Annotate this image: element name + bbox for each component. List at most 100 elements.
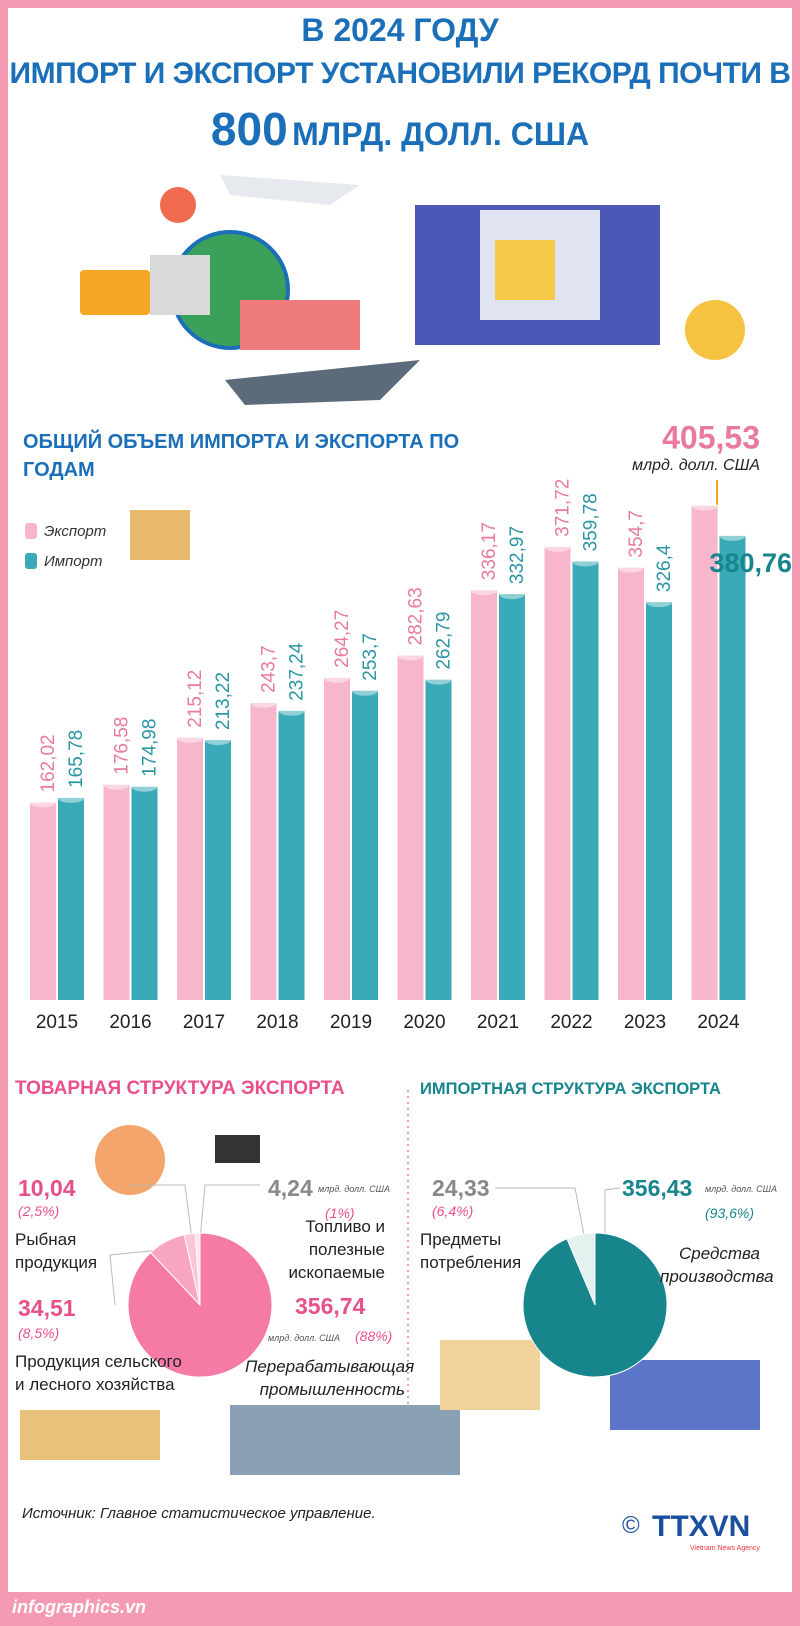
bar-cap: [103, 779, 130, 790]
value-label: 332,97: [507, 526, 528, 584]
share-label: (1%): [325, 1205, 355, 1221]
title-unit: МЛРД. ДОЛЛ. США: [292, 116, 590, 152]
x-tick-label: 2021: [477, 1012, 519, 1033]
x-tick-label: 2019: [330, 1012, 372, 1033]
value-label: 174,98: [140, 719, 161, 777]
value-label: 282,63: [406, 587, 427, 645]
value-label: 336,17: [479, 522, 500, 580]
bar-cap: [177, 732, 203, 743]
title-line2: ИМПОРТ И ЭКСПОРТ УСТАНОВИЛИ РЕКОРД ПОЧТИ…: [9, 57, 791, 90]
legend-swatch: [25, 553, 37, 569]
value-label: 165,78: [66, 730, 87, 788]
bar: [131, 786, 158, 1000]
bar: [425, 679, 452, 1000]
bar-cap: [58, 792, 84, 803]
bar-cap: [719, 530, 746, 541]
legend-swatch: [25, 523, 37, 539]
x-tick-label: 2017: [183, 1012, 225, 1033]
legend-label: Экспорт: [44, 523, 106, 540]
value-label: 356,74: [295, 1293, 366, 1319]
pie-slice: [127, 1232, 273, 1378]
bar: [103, 784, 130, 1000]
bar-cap: [618, 562, 644, 573]
x-tick-label: 2022: [550, 1012, 592, 1033]
bar-cap: [646, 597, 672, 608]
bar: [471, 590, 497, 1000]
bar: [646, 602, 672, 1000]
unit-label: млрд. долл. США: [268, 1333, 340, 1343]
slice-label: Рыбная продукция: [15, 1230, 98, 1272]
logo: TTXVN: [652, 1510, 751, 1543]
bar-cap: [499, 589, 525, 600]
bar: [572, 561, 599, 1000]
value-label: 176,58: [112, 717, 133, 775]
x-tick-label: 2015: [36, 1012, 78, 1033]
x-tick-label: 2020: [403, 1012, 445, 1033]
slice-label: Предметы потребления: [420, 1230, 522, 1272]
bar-cap: [544, 541, 571, 552]
bar-cap: [205, 735, 231, 746]
value-label: 24,33: [432, 1175, 490, 1201]
value-label: 243,7: [259, 645, 280, 693]
value-label: 215,12: [185, 670, 206, 728]
bar-cap: [30, 797, 56, 808]
share-label: (2,5%): [18, 1203, 60, 1219]
slice-label: Топливо и полезные ископаемые: [288, 1217, 385, 1282]
bar: [278, 710, 305, 1000]
bar-cap: [324, 672, 350, 683]
bar-cap: [278, 705, 305, 716]
title-line1: В 2024 ГОДУ: [301, 12, 499, 48]
unit-label: млрд. долл. США: [705, 1184, 777, 1194]
share-label: (6,4%): [432, 1203, 474, 1219]
unit-label: млрд. долл. США: [318, 1184, 390, 1194]
x-tick-label: 2024: [697, 1012, 740, 1033]
bar-cap: [572, 556, 599, 567]
value-label: 264,27: [332, 610, 353, 668]
bar-title: ОБЩИЙ ОБЪЕМ ИМПОРТА И ЭКСПОРТА ПО ГОДАМ: [23, 431, 460, 481]
bar: [499, 594, 525, 1000]
bar: [205, 740, 231, 1000]
value-label: 380,76: [709, 548, 792, 578]
logo-copyright: ©: [622, 1512, 640, 1539]
value-label: 162,02: [38, 734, 59, 792]
bar: [58, 797, 84, 1000]
bar: [250, 702, 277, 1000]
bar: [324, 677, 350, 1000]
legend-label: Импорт: [44, 553, 102, 570]
logo-sub: Vietnam News Agency: [690, 1545, 760, 1552]
bar: [30, 802, 56, 1000]
bar-cap: [250, 697, 277, 708]
bar-cap: [397, 650, 424, 661]
bar: [352, 690, 378, 1000]
value-label: 253,7: [360, 633, 381, 681]
value-label: 262,79: [434, 612, 455, 670]
unit-label: млрд. долл. США: [632, 457, 760, 474]
value-label: 371,72: [553, 479, 574, 537]
value-label: 354,7: [626, 510, 647, 558]
illustration: [0, 175, 800, 1626]
bar: [544, 546, 571, 1000]
bar: [618, 567, 644, 1000]
bar-cap: [425, 674, 452, 685]
bar-cap: [352, 685, 378, 696]
source: Источник: Главное статистическое управле…: [22, 1505, 376, 1522]
x-tick-label: 2016: [109, 1012, 151, 1033]
slice-label: Средства производства: [660, 1244, 774, 1286]
bar: [719, 535, 746, 1000]
export-title: ТОВАРНАЯ СТРУКТУРА ЭКСПОРТА: [15, 1078, 345, 1099]
bar-cap: [691, 500, 718, 511]
footer: infographics.vn: [12, 1597, 147, 1617]
bar: [397, 655, 424, 1000]
value-label: 326,4: [654, 544, 675, 592]
value-label: 359,78: [581, 493, 602, 551]
title-number: 800: [210, 103, 288, 155]
slice-label: Перерабатывающая промышленность: [245, 1357, 415, 1399]
value-label: 356,43: [622, 1175, 693, 1201]
share-label: (93,6%): [705, 1205, 755, 1221]
bar: [177, 737, 203, 1000]
import-title: ИМПОРТНАЯ СТРУКТУРА ЭКСПОРТА: [420, 1080, 721, 1098]
bar-cap: [471, 585, 497, 596]
bar-cap: [131, 781, 158, 792]
